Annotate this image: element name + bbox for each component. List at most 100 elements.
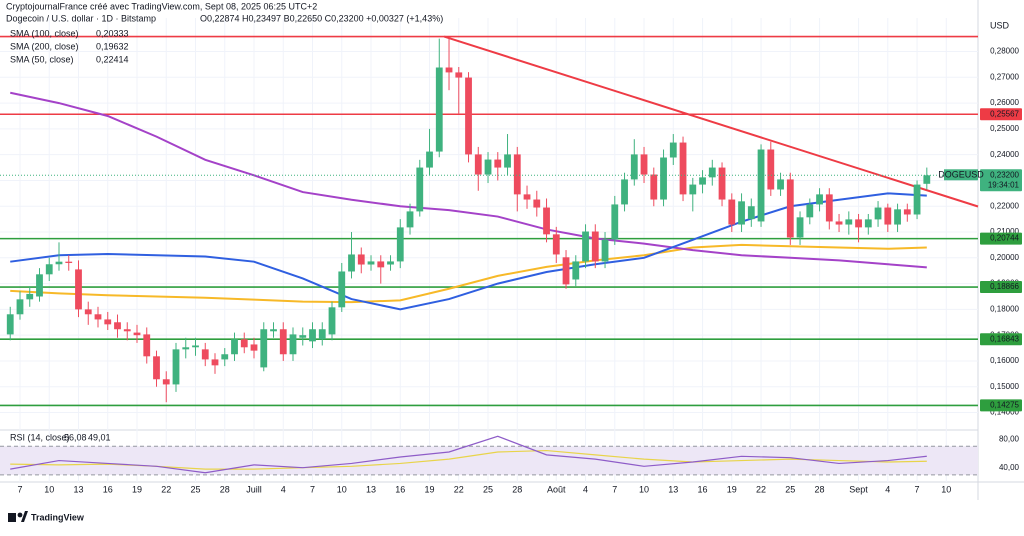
- level-label: 0,16843: [990, 334, 1019, 343]
- candle-body: [913, 184, 921, 215]
- candle-body: [650, 174, 658, 200]
- candle-body: [104, 319, 112, 325]
- candle-body: [640, 154, 648, 175]
- legend-value: 0,20333: [96, 28, 129, 38]
- symbol-tag: [944, 169, 978, 181]
- candle-body: [279, 329, 287, 355]
- candle-body: [543, 207, 550, 235]
- y-tick-label: 0,25000: [990, 124, 1019, 133]
- candle-body: [36, 274, 43, 297]
- candle-body: [270, 329, 277, 332]
- candle-body: [123, 329, 131, 332]
- candle-body: [6, 314, 14, 335]
- x-tick-label: 19: [727, 484, 737, 494]
- level-tag: [980, 232, 1022, 245]
- x-tick-label: 13: [668, 484, 678, 494]
- candle-body: [94, 314, 102, 320]
- candle-body: [708, 167, 716, 178]
- logo-text: TradingView: [31, 512, 85, 522]
- candle-body: [260, 329, 268, 368]
- candle-body: [738, 201, 745, 225]
- y-tick-label: 0,27000: [990, 72, 1019, 81]
- y-tick-label: 0,22000: [990, 201, 1019, 210]
- x-tick-label: 13: [73, 484, 83, 494]
- candle-body: [192, 345, 199, 348]
- candle-body: [367, 261, 375, 265]
- candle-body: [845, 219, 853, 225]
- y-tick-label: 0,16000: [990, 356, 1019, 365]
- candle-body: [231, 339, 238, 355]
- price-axis: 0,140000,150000,160000,170000,180000,190…: [980, 47, 1022, 472]
- candle-body: [348, 254, 355, 272]
- level-tag: [980, 108, 1022, 121]
- logo: TradingView: [8, 511, 85, 522]
- candle-body: [240, 339, 248, 348]
- candle-body: [455, 72, 463, 78]
- sma-line: [10, 91, 927, 269]
- candle-body: [299, 335, 307, 338]
- legend-entry: SMA (50, close): [10, 54, 74, 64]
- x-tick-label: 7: [612, 484, 617, 494]
- x-tick-label: 10: [941, 484, 951, 494]
- sma-line: [10, 243, 927, 304]
- candle-body: [84, 309, 92, 315]
- candle-body: [387, 261, 394, 265]
- x-tick-label: 28: [220, 484, 230, 494]
- sma-line: [10, 192, 927, 311]
- candle-body: [718, 167, 726, 200]
- candle-body: [504, 154, 511, 168]
- candle-body: [445, 67, 453, 73]
- x-tick-label: 19: [132, 484, 142, 494]
- symbol-line: Dogecoin / U.S. dollar · 1D · Bitstamp: [6, 13, 156, 23]
- legend-entry: SMA (200, close): [10, 41, 79, 51]
- rsi-value: 49,01: [88, 432, 111, 442]
- trendline: [443, 35, 979, 208]
- candle-body: [435, 67, 443, 152]
- y-tick-label: 0,26000: [990, 98, 1019, 107]
- candle-body: [114, 322, 121, 330]
- x-tick-label: 7: [17, 484, 22, 494]
- candle-body: [562, 257, 570, 285]
- x-tick-label: 4: [583, 484, 588, 494]
- candle-body: [338, 271, 346, 308]
- candle-body: [757, 149, 765, 222]
- candle-body: [377, 261, 385, 268]
- candle-body: [465, 77, 472, 155]
- x-tick-label: 4: [885, 484, 890, 494]
- candle-body: [533, 199, 541, 208]
- x-tick-label: 16: [395, 484, 405, 494]
- candle-body: [855, 219, 862, 228]
- candle-body: [75, 269, 82, 310]
- candle-body: [396, 227, 404, 262]
- candle-body: [221, 354, 229, 360]
- ohlc-line: O0,22874 H0,23497 B0,22650 C0,23200 +0,0…: [200, 13, 443, 23]
- candle-body: [426, 151, 433, 168]
- level-label: 0,20744: [990, 234, 1019, 243]
- candle-body: [864, 219, 872, 228]
- x-tick-label: 7: [310, 484, 315, 494]
- symbol-label: DOGEUSD: [938, 170, 984, 180]
- candle-body: [825, 194, 833, 222]
- x-tick-label: 25: [483, 484, 493, 494]
- x-tick-label: 7: [915, 484, 920, 494]
- candle-body: [874, 207, 882, 220]
- candle-body: [923, 175, 931, 184]
- y-tick-label: 0,20000: [990, 253, 1019, 262]
- x-tick-label: 19: [425, 484, 435, 494]
- candle-body: [309, 329, 316, 342]
- candle-body: [182, 347, 190, 350]
- plot: [0, 18, 979, 482]
- y-tick-label: 0,14000: [990, 408, 1019, 417]
- logo-mark: [17, 512, 23, 518]
- candle-body: [572, 261, 580, 280]
- candle-body: [494, 159, 502, 168]
- x-tick-label: Sept: [849, 484, 868, 494]
- candle-body: [796, 217, 804, 238]
- candle-body: [679, 142, 687, 195]
- rsi-tick-label: 40,00: [999, 463, 1020, 472]
- legend-value: 0,19632: [96, 41, 129, 51]
- x-tick-label: Juill: [246, 484, 262, 494]
- candle-body: [289, 334, 297, 355]
- candle-body: [162, 379, 170, 385]
- x-tick-label: 13: [366, 484, 376, 494]
